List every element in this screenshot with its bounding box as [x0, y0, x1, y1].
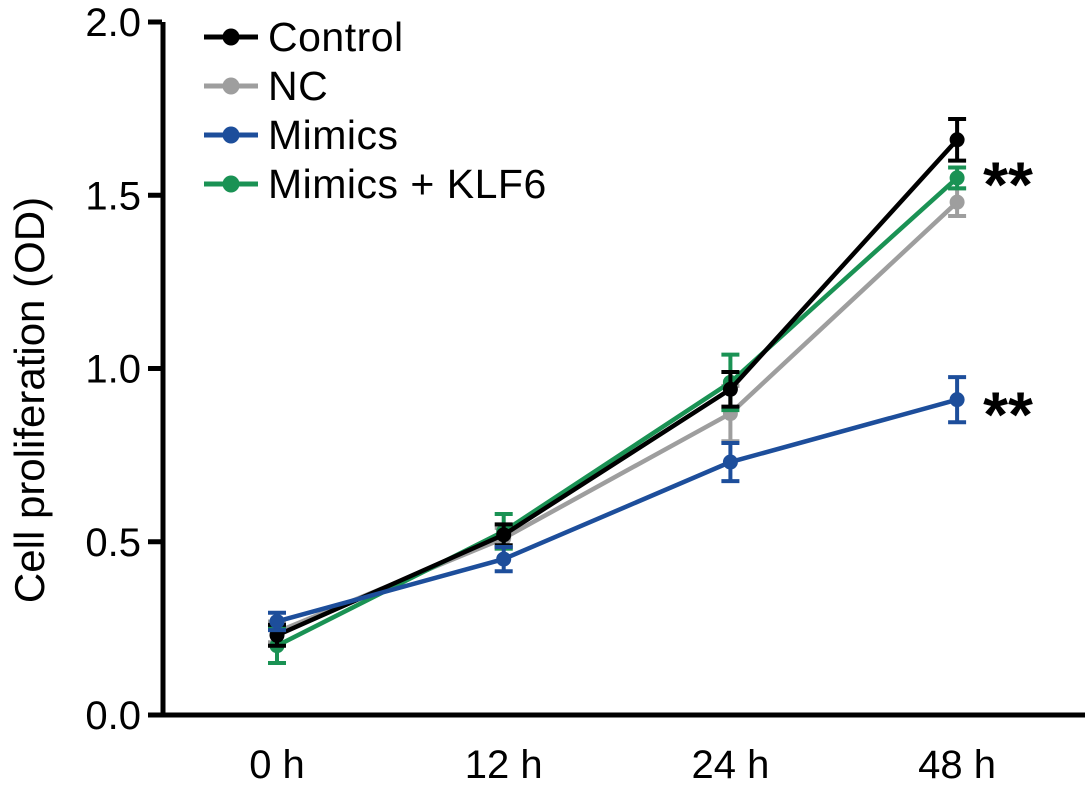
- legend-item-mimics-klf6: Mimics + KLF6: [203, 160, 547, 207]
- legend-item-control: Control: [203, 13, 547, 60]
- legend-item-nc: NC: [203, 62, 547, 109]
- legend-marker-mimics: [204, 126, 258, 144]
- legend-item-mimics: Mimics: [203, 111, 547, 158]
- axes: [160, 22, 1085, 718]
- data-point: [949, 132, 965, 148]
- data-point: [722, 454, 738, 470]
- x-tick-label: 0 h: [249, 743, 305, 787]
- y-axis-label: Cell proliferation (OD): [6, 197, 53, 603]
- legend-dot: [222, 77, 240, 95]
- series-line: [276, 200, 959, 634]
- series-line: [275, 176, 959, 648]
- y-tick-label: 2.0: [85, 1, 141, 45]
- significance-marker: **: [983, 148, 1033, 220]
- significance-marker: **: [983, 379, 1033, 451]
- x-tick-label: 12 h: [465, 743, 543, 787]
- legend-marker-nc: [204, 77, 258, 95]
- legend-label: Mimics: [268, 111, 399, 158]
- data-point: [949, 194, 965, 210]
- series-mimics: [268, 375, 967, 633]
- y-tick-label: 0.0: [85, 694, 141, 738]
- x-tick-label: 48 h: [918, 743, 996, 787]
- series-line: [276, 397, 958, 624]
- data-point: [949, 392, 965, 408]
- series-line: [276, 138, 959, 638]
- data-point: [722, 381, 738, 397]
- data-point: [496, 551, 512, 567]
- legend-label: Mimics + KLF6: [268, 160, 547, 207]
- data-point: [269, 613, 285, 629]
- y-tick-label: 1.0: [85, 348, 141, 392]
- legend-dot: [222, 175, 240, 193]
- data-point: [496, 527, 512, 543]
- legend-label: NC: [268, 62, 329, 109]
- series-nc: [268, 186, 967, 645]
- legend-marker-control: [204, 28, 258, 46]
- legend-label: Control: [268, 13, 404, 60]
- data-point: [949, 170, 965, 186]
- y-tick-label: 1.5: [85, 174, 141, 218]
- legend-dot: [222, 126, 240, 144]
- legend-dot: [222, 28, 240, 46]
- x-tick-label: 24 h: [691, 743, 769, 787]
- y-tick-label: 0.5: [85, 521, 141, 565]
- chart-legend: Control NC Mimics Mimics + KLF6: [203, 13, 547, 207]
- legend-marker-mimics-klf6: [204, 175, 258, 193]
